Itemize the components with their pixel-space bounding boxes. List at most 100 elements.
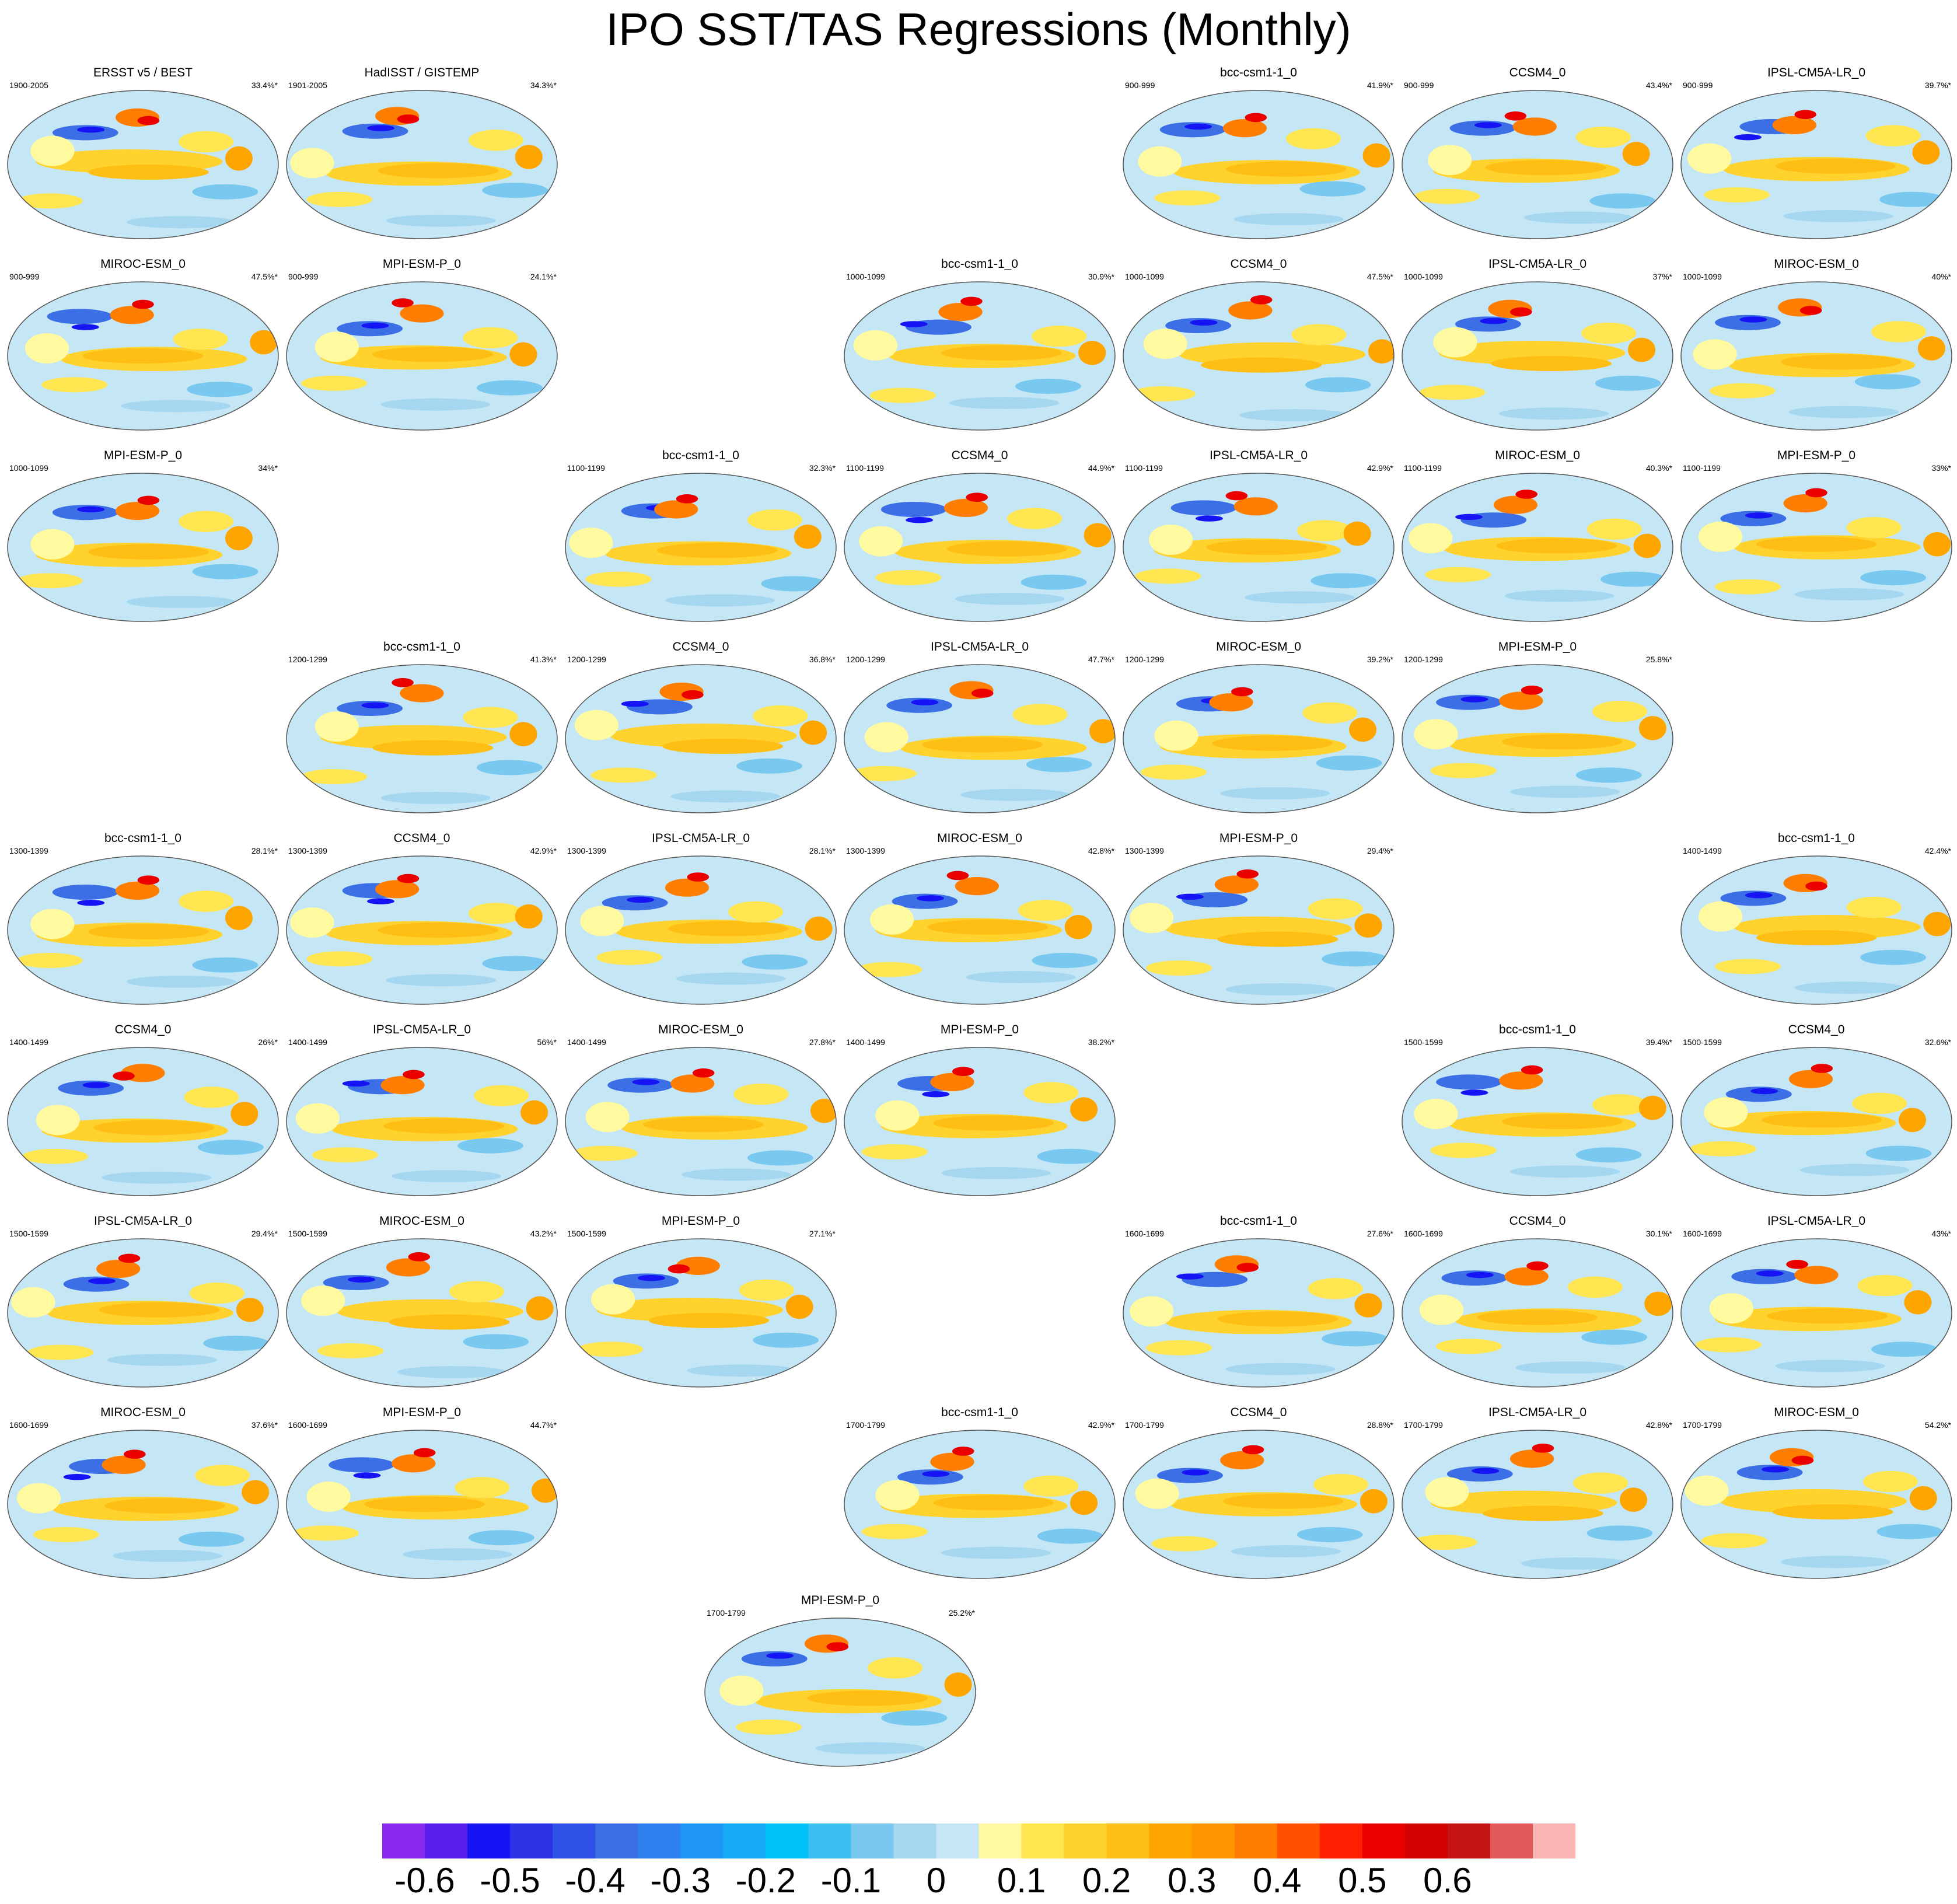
map-shading xyxy=(922,1470,950,1477)
map-shading xyxy=(648,1313,770,1328)
map-shading xyxy=(1154,190,1221,206)
map-shading xyxy=(687,1364,797,1377)
map-panel: IPSL-CM5A-LR_0 1100-1199 42.9%* xyxy=(1121,448,1396,623)
colorbar-swatch xyxy=(1021,1823,1065,1858)
panel-period: 1500-1599 xyxy=(567,1229,606,1238)
map-shading xyxy=(1690,1141,1756,1157)
map-shading xyxy=(482,183,548,198)
panel-period: 1600-1699 xyxy=(1404,1229,1443,1238)
map-shading xyxy=(386,214,496,227)
map-shading xyxy=(1704,187,1770,202)
map-shading xyxy=(463,1334,529,1350)
map-shading xyxy=(1592,701,1647,722)
globe-map xyxy=(565,1238,837,1388)
map-shading xyxy=(900,321,928,327)
colorbar-swatch xyxy=(808,1823,851,1858)
map-shading xyxy=(290,907,334,938)
map-shading xyxy=(1296,1527,1363,1542)
panel-title: MIROC-ESM_0 xyxy=(100,257,186,271)
colorbar-swatch xyxy=(1362,1823,1406,1858)
map-panel: HadISST / GISTEMP 1901-2005 34.3%* xyxy=(285,65,559,240)
map-panel: bcc-csm1-1_0 1300-1399 28.1%* xyxy=(6,831,280,1006)
map-shading xyxy=(77,900,105,906)
map-shading xyxy=(33,1527,99,1542)
globe-map xyxy=(1680,855,1952,1005)
map-shading xyxy=(906,517,934,523)
panel-percent: 30.1%* xyxy=(1645,1229,1672,1238)
map-shading xyxy=(1222,1493,1344,1509)
map-shading xyxy=(733,1084,789,1105)
panel-title: MPI-ESM-P_0 xyxy=(382,257,462,271)
globe-map xyxy=(286,1430,558,1579)
panel-percent: 34%* xyxy=(258,463,278,473)
colorbar-tick-label: -0.6 xyxy=(394,1861,455,1900)
map-shading xyxy=(477,760,543,775)
map-shading xyxy=(126,216,236,229)
map-shading xyxy=(230,1102,258,1126)
map-shading xyxy=(1794,588,1904,600)
panel-period: 1300-1399 xyxy=(846,846,885,855)
map-shading xyxy=(1299,181,1366,197)
globe-map xyxy=(844,664,1116,813)
map-shading xyxy=(515,145,543,169)
map-shading xyxy=(861,1144,928,1159)
map-shading xyxy=(392,1170,502,1182)
map-panel: IPSL-CM5A-LR_0 1000-1099 37%* xyxy=(1400,257,1675,432)
panel-title: MIROC-ESM_0 xyxy=(1216,640,1301,654)
map-shading xyxy=(1242,1445,1264,1455)
colorbar-tick-label: -0.1 xyxy=(820,1861,882,1900)
panel-percent: 32.6%* xyxy=(1924,1037,1951,1047)
panel-title: MIROC-ESM_0 xyxy=(1495,449,1580,462)
map-shading xyxy=(1805,488,1827,498)
map-shading xyxy=(1854,374,1921,390)
globe-map xyxy=(565,855,837,1005)
map-shading xyxy=(397,874,420,883)
map-shading xyxy=(875,1480,920,1511)
globe-map xyxy=(1402,1238,1673,1388)
map-shading xyxy=(1734,134,1762,141)
map-panel: MPI-ESM-P_0 1700-1799 25.2%* xyxy=(703,1593,977,1768)
map-shading xyxy=(179,131,234,153)
panel-percent: 39.7%* xyxy=(1924,81,1951,90)
map-shading xyxy=(449,1281,504,1302)
globe-map xyxy=(844,473,1116,622)
map-shading xyxy=(30,135,75,166)
panel-percent: 28.1%* xyxy=(251,846,278,855)
map-shading xyxy=(1805,881,1827,891)
map-panel: bcc-csm1-1_0 1000-1099 30.9%* xyxy=(843,257,1117,432)
map-shading xyxy=(1430,763,1497,778)
map-shading xyxy=(930,1072,974,1091)
map-shading xyxy=(1791,1455,1814,1465)
map-shading xyxy=(192,184,258,200)
map-shading xyxy=(16,573,83,589)
map-shading xyxy=(1466,1271,1494,1278)
map-panel: CCSM4_0 1300-1399 42.9%* xyxy=(285,831,559,1006)
map-panel: IPSL-CM5A-LR_0 1300-1399 28.1%* xyxy=(564,831,838,1006)
panel-period: 1900-2005 xyxy=(9,81,48,90)
map-shading xyxy=(397,1366,507,1378)
panel-period: 1000-1099 xyxy=(9,463,48,473)
map-shading xyxy=(1206,540,1327,555)
map-shading xyxy=(761,576,827,592)
map-shading xyxy=(580,906,624,937)
panel-percent: 42.9%* xyxy=(1088,1420,1114,1430)
map-shading xyxy=(509,722,537,746)
panel-title: HadISST / GISTEMP xyxy=(364,66,480,79)
map-shading xyxy=(739,1279,794,1301)
map-shading xyxy=(952,1067,974,1076)
map-shading xyxy=(1015,379,1081,394)
map-shading xyxy=(116,502,160,520)
map-shading xyxy=(922,1091,950,1098)
map-shading xyxy=(1217,931,1339,947)
globe-map xyxy=(1680,1430,1952,1579)
map-shading xyxy=(753,705,808,727)
map-shading xyxy=(380,398,491,411)
map-shading xyxy=(198,1140,264,1155)
panel-period: 900-999 xyxy=(288,272,319,281)
map-shading xyxy=(596,949,663,965)
map-shading xyxy=(375,880,420,899)
map-shading xyxy=(1217,1311,1339,1327)
map-shading xyxy=(1214,875,1259,894)
map-shading xyxy=(1515,490,1537,499)
map-shading xyxy=(927,919,1049,935)
